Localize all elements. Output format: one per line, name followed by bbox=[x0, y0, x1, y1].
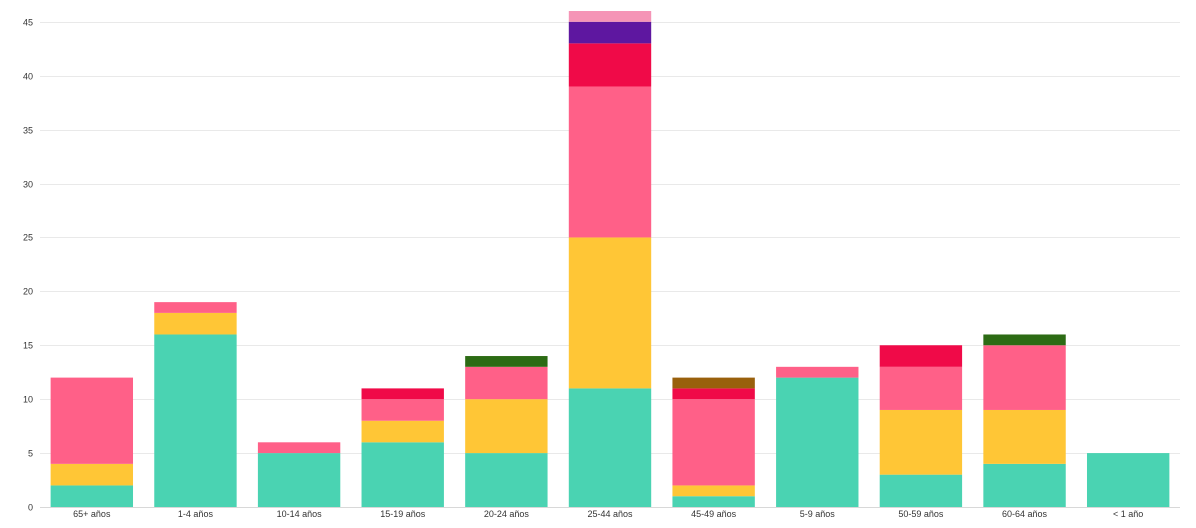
bar-segment bbox=[568, 86, 652, 238]
x-tick-label: 1-4 años bbox=[178, 509, 214, 519]
y-tick-label: 25 bbox=[23, 233, 33, 243]
bar-stack bbox=[50, 377, 134, 507]
y-tick-label: 40 bbox=[23, 72, 33, 82]
bar-segment bbox=[879, 409, 963, 475]
bar-segment bbox=[672, 377, 755, 389]
x-tick-label: 45-49 años bbox=[691, 509, 737, 519]
bar-segment bbox=[361, 420, 444, 443]
x-tick-label: 5-9 años bbox=[800, 509, 836, 519]
bar-stack bbox=[361, 388, 444, 507]
y-tick-label: 15 bbox=[23, 341, 33, 351]
x-tick-label: 15-19 años bbox=[380, 509, 426, 519]
bar-segment bbox=[50, 377, 134, 464]
bar-segment bbox=[257, 442, 341, 454]
bar-stack bbox=[672, 377, 755, 507]
bar-segment bbox=[672, 399, 755, 486]
bar-segment bbox=[983, 409, 1066, 464]
bar-segment bbox=[983, 463, 1066, 507]
y-tick-label: 5 bbox=[28, 449, 33, 459]
x-tick-label: 20-24 años bbox=[484, 509, 530, 519]
bar-segment bbox=[672, 388, 755, 400]
bar-segment bbox=[568, 43, 652, 87]
bar-segment bbox=[50, 485, 134, 507]
bar-segment bbox=[50, 463, 134, 486]
y-tick-label: 45 bbox=[23, 18, 33, 28]
y-tick-label: 35 bbox=[23, 126, 33, 136]
bar-stack bbox=[1086, 453, 1170, 507]
x-tick-label: 25-44 años bbox=[587, 509, 633, 519]
bar-stack bbox=[776, 366, 859, 507]
bar-stack bbox=[257, 442, 341, 507]
bar-segment bbox=[776, 366, 859, 378]
bar-segment bbox=[568, 21, 652, 44]
bar-segment bbox=[568, 388, 652, 507]
bar-segment bbox=[465, 399, 548, 454]
bar-segment bbox=[879, 345, 963, 367]
bar-segment bbox=[776, 377, 859, 507]
x-tick-label: 10-14 años bbox=[277, 509, 323, 519]
bar-segment bbox=[465, 356, 548, 367]
bar-segment bbox=[1086, 453, 1170, 507]
x-tick-label: 60-64 años bbox=[1002, 509, 1048, 519]
y-tick-label: 0 bbox=[28, 503, 33, 513]
bar-segment bbox=[154, 334, 237, 507]
x-tick-label: 50-59 años bbox=[898, 509, 944, 519]
bar-segment bbox=[672, 485, 755, 497]
bars bbox=[50, 11, 1170, 507]
bar-segment bbox=[257, 453, 341, 507]
bar-stack bbox=[879, 345, 963, 507]
y-tick-label: 30 bbox=[23, 180, 33, 190]
bar-segment bbox=[879, 474, 963, 507]
y-axis-ticks: 0 5 10 15 20 25 30 35 40 45 bbox=[23, 18, 33, 513]
bar-segment bbox=[465, 453, 548, 507]
bar-stack bbox=[154, 302, 237, 507]
y-tick-label: 10 bbox=[23, 395, 33, 405]
x-axis-ticks: 65+ años 1-4 años 10-14 años 15-19 años 20-2… bbox=[73, 509, 1143, 519]
bar-stack bbox=[465, 356, 548, 507]
bar-stack bbox=[568, 11, 652, 507]
bar-segment bbox=[983, 345, 1066, 410]
bar-segment bbox=[879, 366, 963, 410]
y-tick-label: 20 bbox=[23, 287, 33, 297]
bar-segment bbox=[154, 312, 237, 335]
bar-segment bbox=[568, 237, 652, 389]
x-tick-label: 65+ años bbox=[73, 509, 111, 519]
bar-segment bbox=[568, 11, 652, 22]
bar-segment bbox=[361, 399, 444, 421]
bar-segment bbox=[465, 366, 548, 400]
bar-segment bbox=[672, 496, 755, 507]
bar-segment bbox=[983, 334, 1066, 346]
x-tick-label: < 1 año bbox=[1113, 509, 1143, 519]
bar-segment bbox=[154, 302, 237, 313]
bar-stack bbox=[983, 334, 1066, 507]
bar-segment bbox=[361, 442, 444, 507]
bar-segment bbox=[361, 388, 444, 400]
